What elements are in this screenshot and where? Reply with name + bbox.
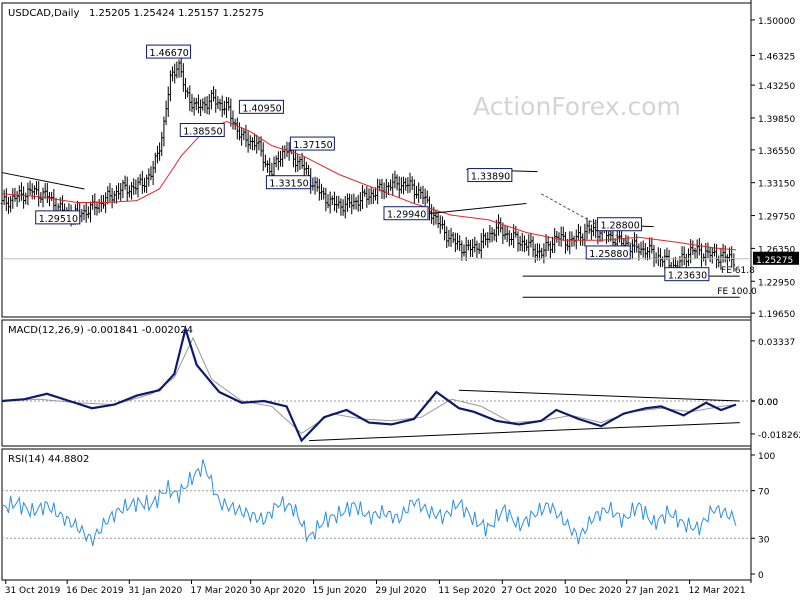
price-tick-label: 1.22950: [758, 278, 795, 288]
last-price-box: [753, 251, 799, 265]
date-tick-label: 11 Sep 2020: [438, 586, 495, 596]
price-annotation-box: [383, 206, 429, 221]
rsi-tick-label: 70: [758, 488, 770, 498]
price-tick-label: 1.36550: [758, 147, 795, 157]
watermark-text: ActionForex.com: [473, 92, 681, 121]
price-annotation-label: 1.37150: [293, 140, 332, 151]
price-annotation-box: [238, 99, 284, 114]
price-annotation-box: [664, 267, 710, 282]
last-price-label: 1.25275: [756, 256, 793, 266]
moving-average-line: [1, 120, 737, 251]
date-tick-label: 17 Mar 2020: [190, 586, 247, 596]
macd-tick-label: 0.03337: [758, 338, 795, 348]
price-annotation-box: [146, 44, 192, 59]
date-tick-label: 30 Apr 2020: [250, 586, 306, 596]
macd-line: [1, 324, 737, 443]
price-annotation-box: [35, 210, 81, 225]
trendline-dashed: [541, 193, 643, 251]
price-annotation-label: 1.29510: [39, 214, 78, 225]
price-annotation-label: 1.46670: [150, 48, 189, 59]
price-tick-label: 1.46325: [758, 52, 795, 62]
price-tick-label: 1.50000: [758, 17, 795, 27]
rsi-tick-label: 100: [758, 452, 775, 462]
rsi-tick-label: 30: [758, 535, 770, 545]
macd-trendline-upper: [458, 389, 740, 402]
price-annotation-label: 1.40950: [242, 103, 281, 114]
price-panel: [1, 2, 752, 318]
trendline-left: [1, 172, 85, 190]
date-tick-label: 15 Jun 2020: [313, 586, 367, 596]
price-annotation-box: [467, 168, 513, 183]
price-annotation-box: [585, 245, 631, 260]
price-annotation-label: 1.23630: [668, 271, 707, 282]
date-tick-label: 12 Mar 2021: [689, 586, 746, 596]
price-tick-label: 1.19650: [758, 310, 795, 320]
price-tick-label: 1.43250: [758, 82, 795, 92]
macd-tick-label: 0.00: [758, 398, 778, 408]
rsi-label: RSI(14) 44.8802: [8, 454, 89, 465]
macd-label: MACD(12,26,9) -0.001841 -0.002024: [8, 325, 193, 336]
fe-61-label: FE 61.8: [721, 266, 755, 276]
price-annotation-label: 1.38550: [183, 127, 222, 138]
price-annotation-label: 1.28800: [600, 221, 639, 232]
price-tick-label: 1.26350: [758, 245, 795, 255]
trendline-mid: [428, 202, 527, 215]
symbol-label: USDCAD,Daily: [8, 8, 79, 19]
date-tick-label: 27 Oct 2020: [501, 586, 557, 596]
price-annotation-label: 1.29940: [387, 210, 426, 221]
ohlc-values: 1.25205 1.25424 1.25157 1.25275: [89, 8, 264, 19]
price-tick-label: 1.39850: [758, 115, 795, 125]
macd-tick-label: 0.00: [758, 398, 778, 408]
price-tick-label: 1.33150: [758, 180, 795, 190]
price-annotation-box: [289, 136, 335, 151]
date-tick-label: 31 Oct 2019: [5, 586, 61, 596]
date-tick-label: 31 Jan 2020: [128, 586, 182, 596]
rsi-line: [1, 459, 737, 547]
date-tick-label: 29 Jul 2020: [376, 586, 427, 596]
price-annotation-label: 1.33150: [269, 179, 308, 190]
date-tick-label: 10 Dec 2020: [564, 586, 622, 596]
date-tick-label: 27 Jan 2021: [626, 586, 680, 596]
price-tick-label: 1.29750: [758, 213, 795, 223]
rsi-tick-label: 0: [758, 571, 764, 581]
macd-tick-label: -0.018262: [758, 431, 800, 441]
price-annotation-label: 1.33890: [471, 172, 510, 183]
macd-panel: [1, 319, 752, 447]
macd-trendline-lower: [309, 422, 740, 442]
date-tick-label: 16 Dec 2019: [66, 586, 124, 596]
price-annotation-box: [179, 123, 225, 138]
price-annotation-box: [265, 175, 311, 190]
price-annotation-label: 1.25880: [589, 249, 628, 260]
price-annotation-box: [596, 217, 642, 232]
fe-100-label: FE 100.0: [717, 287, 757, 297]
